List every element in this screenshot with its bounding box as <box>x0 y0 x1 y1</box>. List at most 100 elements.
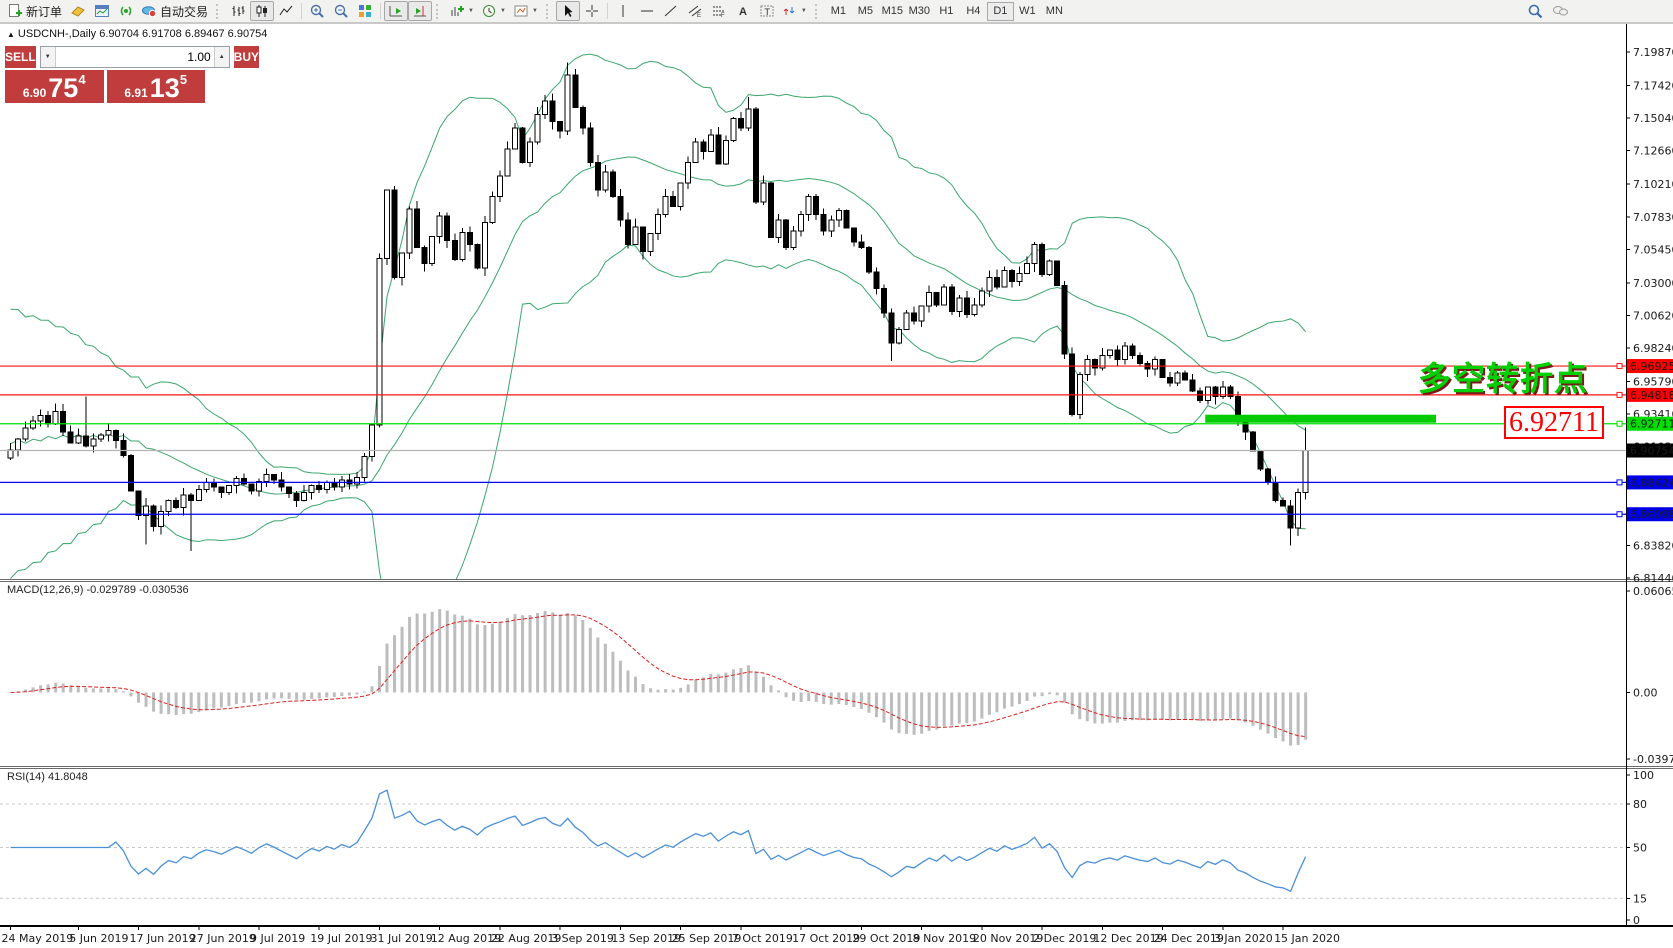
equidistant-channel-icon[interactable]: E <box>683 1 707 21</box>
new-order-button[interactable]: 新订单 <box>4 1 66 21</box>
sell-price-sup: 4 <box>78 72 86 87</box>
timeframe-m1[interactable]: M1 <box>830 5 846 17</box>
chart-shift-icon[interactable] <box>408 1 433 21</box>
svg-text:F: F <box>721 13 725 18</box>
history-icon[interactable] <box>66 1 90 21</box>
sell-button[interactable]: SELL <box>5 46 36 68</box>
date-tick-label: 17 Oct 2019 <box>792 932 860 945</box>
sell-price[interactable]: 6.90 75 4 <box>5 70 104 103</box>
volume-increase-button[interactable]: ▲ <box>213 47 229 67</box>
timeframe-m5[interactable]: M5 <box>857 5 873 17</box>
text-icon[interactable]: A <box>731 1 755 21</box>
date-tick-label: 15 Jan 2020 <box>1274 932 1340 945</box>
volume-stepper: ▼ ▲ <box>39 46 230 68</box>
chevron-down-icon: ▼ <box>468 8 474 14</box>
turning-point-bar[interactable] <box>1205 414 1436 423</box>
svg-text:6.81440: 6.81440 <box>1633 572 1673 585</box>
toolbar-grip <box>216 3 222 19</box>
volume-input[interactable] <box>55 47 214 67</box>
date-tick-label: 5 Jun 2019 <box>69 932 128 945</box>
horizontal-line-icon[interactable] <box>635 1 659 21</box>
symbol-title: ▲ USDCNH-,Daily 6.90704 6.91708 6.89467 6… <box>7 28 267 40</box>
auto-scroll-icon[interactable] <box>384 1 409 21</box>
timeframe-d1[interactable]: D1 <box>986 1 1014 21</box>
date-tick-label: 22 Aug 2019 <box>491 932 561 945</box>
collapse-icon[interactable]: ▲ <box>7 30 15 39</box>
text-label-icon[interactable]: T <box>755 1 779 21</box>
candles <box>7 62 1309 552</box>
new-order-icon <box>9 4 22 17</box>
turning-point-annotation[interactable]: 多空转折点 <box>1418 360 1588 397</box>
signal-icon[interactable] <box>114 1 138 21</box>
svg-text:0.060657: 0.060657 <box>1633 585 1673 598</box>
templates-dropdown[interactable]: ▼ <box>510 1 542 21</box>
svg-text:6.83820: 6.83820 <box>1633 539 1673 552</box>
zoom-out-icon[interactable] <box>329 1 353 21</box>
timeframe-mn[interactable]: MN <box>1045 5 1063 17</box>
date-tick-label: 9 Jul 2019 <box>250 932 305 945</box>
chevron-down-icon: ▼ <box>800 8 807 14</box>
toolbar-grip <box>545 3 552 19</box>
zoom-in-icon[interactable] <box>305 1 329 21</box>
svg-text:0.00: 0.00 <box>1633 686 1658 699</box>
date-tick-label: 27 Jun 2019 <box>190 932 256 945</box>
candlestick-chart-icon[interactable] <box>250 1 275 21</box>
timeframe-h1[interactable]: H1 <box>939 5 954 17</box>
template-icon <box>514 5 528 17</box>
line-chart-icon[interactable] <box>274 1 298 21</box>
tile-windows-icon[interactable] <box>353 1 377 21</box>
auto-trading-label: 自动交易 <box>160 4 209 19</box>
arrows-dropdown[interactable]: ▼ <box>779 1 811 21</box>
trendline-icon[interactable] <box>659 1 683 21</box>
svg-text:7.05450: 7.05450 <box>1633 243 1673 256</box>
search-icon[interactable] <box>1523 1 1547 21</box>
chat-icon[interactable] <box>1549 1 1573 21</box>
chevron-down-icon: ▼ <box>499 8 506 14</box>
buy-button[interactable]: BUY <box>233 46 260 68</box>
date-tick-label: 19 Jul 2019 <box>310 932 372 945</box>
timeframe-w1[interactable]: W1 <box>1019 5 1036 17</box>
svg-text:100: 100 <box>1633 769 1654 782</box>
charts-window-icon[interactable] <box>90 1 114 21</box>
date-tick-label: 17 Jun 2019 <box>130 932 196 945</box>
svg-text:6.95790: 6.95790 <box>1633 376 1673 389</box>
volume-decrease-button[interactable]: ▼ <box>40 47 56 67</box>
arrows-icon <box>783 7 795 15</box>
timeframe-m30[interactable]: M30 <box>908 5 931 17</box>
macd-pane <box>10 609 1308 746</box>
svg-text:7.12660: 7.12660 <box>1633 145 1673 158</box>
date-tick-label: 24 May 2019 <box>2 932 74 945</box>
periods-dropdown[interactable]: ▼ <box>478 1 510 21</box>
vertical-line-icon[interactable] <box>611 1 635 21</box>
svg-text:6.98240: 6.98240 <box>1633 342 1673 355</box>
price-axis-label <box>1627 359 1673 374</box>
crosshair-icon[interactable] <box>580 1 604 21</box>
timeframe-h4[interactable]: H4 <box>966 5 981 17</box>
date-tick-label: 24 Dec 2019 <box>1154 932 1224 945</box>
price-annotation-box[interactable]: 6.92711 <box>1504 406 1604 439</box>
date-tick-label: 8 Nov 2019 <box>913 932 976 945</box>
date-tick-label: 13 Sep 2019 <box>611 932 681 945</box>
toolbar-separator <box>301 3 303 19</box>
toolbar-separator <box>606 3 608 19</box>
rsi-label: RSI(14) 41.8048 <box>7 771 88 783</box>
svg-text:6.90754: 6.90754 <box>1630 445 1673 458</box>
bar-chart-icon[interactable] <box>226 1 250 21</box>
indicators-dropdown[interactable]: ▼ <box>446 1 478 21</box>
svg-text:6.86098: 6.86098 <box>1630 508 1673 521</box>
auto-trading-icon <box>142 6 157 18</box>
svg-text:80: 80 <box>1633 798 1647 811</box>
auto-trading-button[interactable]: 自动交易 <box>138 1 212 21</box>
fibonacci-icon[interactable]: F <box>707 1 731 21</box>
date-tick-label: 2 Dec 2019 <box>1033 932 1096 945</box>
svg-text:0: 0 <box>1633 914 1640 927</box>
svg-text:7.19870: 7.19870 <box>1633 46 1673 59</box>
chevron-down-icon: ▼ <box>531 8 538 14</box>
price-axis-label <box>1627 416 1673 431</box>
cursor-icon[interactable] <box>555 1 580 21</box>
timeframe-m15[interactable]: M15 <box>881 5 904 17</box>
buy-price[interactable]: 6.91 13 5 <box>106 70 205 103</box>
svg-text:7.03000: 7.03000 <box>1633 277 1673 290</box>
